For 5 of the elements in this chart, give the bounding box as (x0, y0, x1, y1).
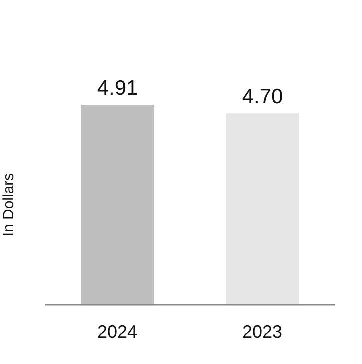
x-tick-label: 2023 (242, 322, 283, 342)
y-axis-title: In Dollars (0, 173, 18, 237)
data-label: 4.70 (242, 86, 284, 109)
data-label: 4.91 (97, 77, 138, 100)
x-tick-label: 2024 (97, 322, 138, 342)
